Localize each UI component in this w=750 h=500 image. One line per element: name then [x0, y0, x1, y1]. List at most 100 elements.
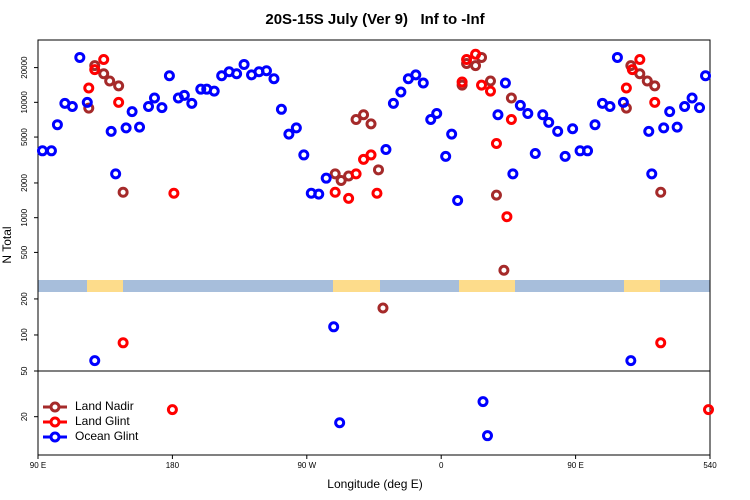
point [320, 172, 332, 184]
point [195, 83, 207, 95]
point [643, 125, 655, 137]
point [543, 116, 555, 128]
point [66, 101, 78, 113]
point [620, 82, 632, 94]
point [89, 60, 101, 72]
point [298, 149, 310, 161]
point [617, 96, 629, 108]
point [104, 75, 116, 87]
y-tick-label: 5000 [20, 128, 29, 146]
point [329, 168, 341, 180]
legend-marker [49, 416, 61, 428]
point [89, 355, 101, 367]
point [567, 123, 579, 135]
point [143, 101, 155, 113]
point [410, 69, 422, 81]
legend-label: Ocean Glint [75, 429, 139, 443]
land-strip [87, 280, 123, 292]
point [476, 79, 488, 91]
point [649, 96, 661, 108]
point [156, 102, 168, 114]
point [552, 125, 564, 137]
point [582, 145, 594, 157]
point [658, 122, 670, 134]
legend-label: Land Nadir [75, 399, 134, 413]
point [98, 68, 110, 80]
point [238, 58, 250, 70]
x-axis-label: Longitude (deg E) [327, 477, 422, 491]
point [120, 122, 132, 134]
point [268, 73, 280, 85]
point [208, 85, 220, 97]
point [98, 54, 110, 66]
point [117, 337, 129, 349]
point [501, 211, 513, 223]
point [51, 119, 63, 131]
point [537, 109, 549, 121]
y-tick-label: 10000 [20, 91, 29, 114]
point [440, 150, 452, 162]
x-tick-label: 540 [703, 461, 717, 470]
point [499, 77, 511, 89]
point [313, 188, 325, 200]
point [113, 80, 125, 92]
y-tick-label: 1000 [20, 208, 29, 226]
point [611, 51, 623, 63]
land-strip [333, 280, 380, 292]
point [358, 109, 370, 121]
point [505, 113, 517, 125]
point [700, 70, 712, 82]
y-tick-label: 20 [20, 412, 29, 421]
point [626, 64, 638, 76]
point [625, 355, 637, 367]
point [372, 164, 384, 176]
x-tick-label: 90 E [567, 461, 583, 470]
point [365, 149, 377, 161]
point [334, 417, 346, 429]
point [178, 89, 190, 101]
point [446, 128, 458, 140]
point [168, 187, 180, 199]
point [505, 92, 517, 104]
point [470, 60, 482, 72]
point [641, 75, 653, 87]
point [686, 92, 698, 104]
point [343, 192, 355, 204]
point [105, 125, 117, 137]
point [166, 404, 178, 416]
point [110, 168, 122, 180]
y-tick-label: 20000 [20, 56, 29, 79]
point [329, 186, 341, 198]
point [89, 64, 101, 76]
x-tick-label: 0 [439, 461, 444, 470]
point [646, 168, 658, 180]
point [163, 70, 175, 82]
point [694, 102, 706, 114]
point [377, 302, 389, 314]
point [81, 96, 93, 108]
point [703, 404, 715, 416]
point [83, 102, 95, 114]
point [679, 101, 691, 113]
point [522, 108, 534, 120]
point [148, 92, 160, 104]
x-tick-label: 180 [166, 461, 180, 470]
point [604, 101, 616, 113]
point [350, 168, 362, 180]
point [490, 189, 502, 201]
point [492, 109, 504, 121]
x-tick-label: 90 W [297, 461, 316, 470]
point [484, 85, 496, 97]
legend-label: Land Glint [75, 414, 130, 428]
point [514, 99, 526, 111]
point [671, 121, 683, 133]
y-tick-label: 100 [20, 328, 29, 342]
point [477, 396, 489, 408]
point [395, 86, 407, 98]
x-tick-label: 90 E [30, 461, 46, 470]
point [634, 54, 646, 66]
point [358, 153, 370, 165]
point [507, 168, 519, 180]
point [484, 75, 496, 87]
